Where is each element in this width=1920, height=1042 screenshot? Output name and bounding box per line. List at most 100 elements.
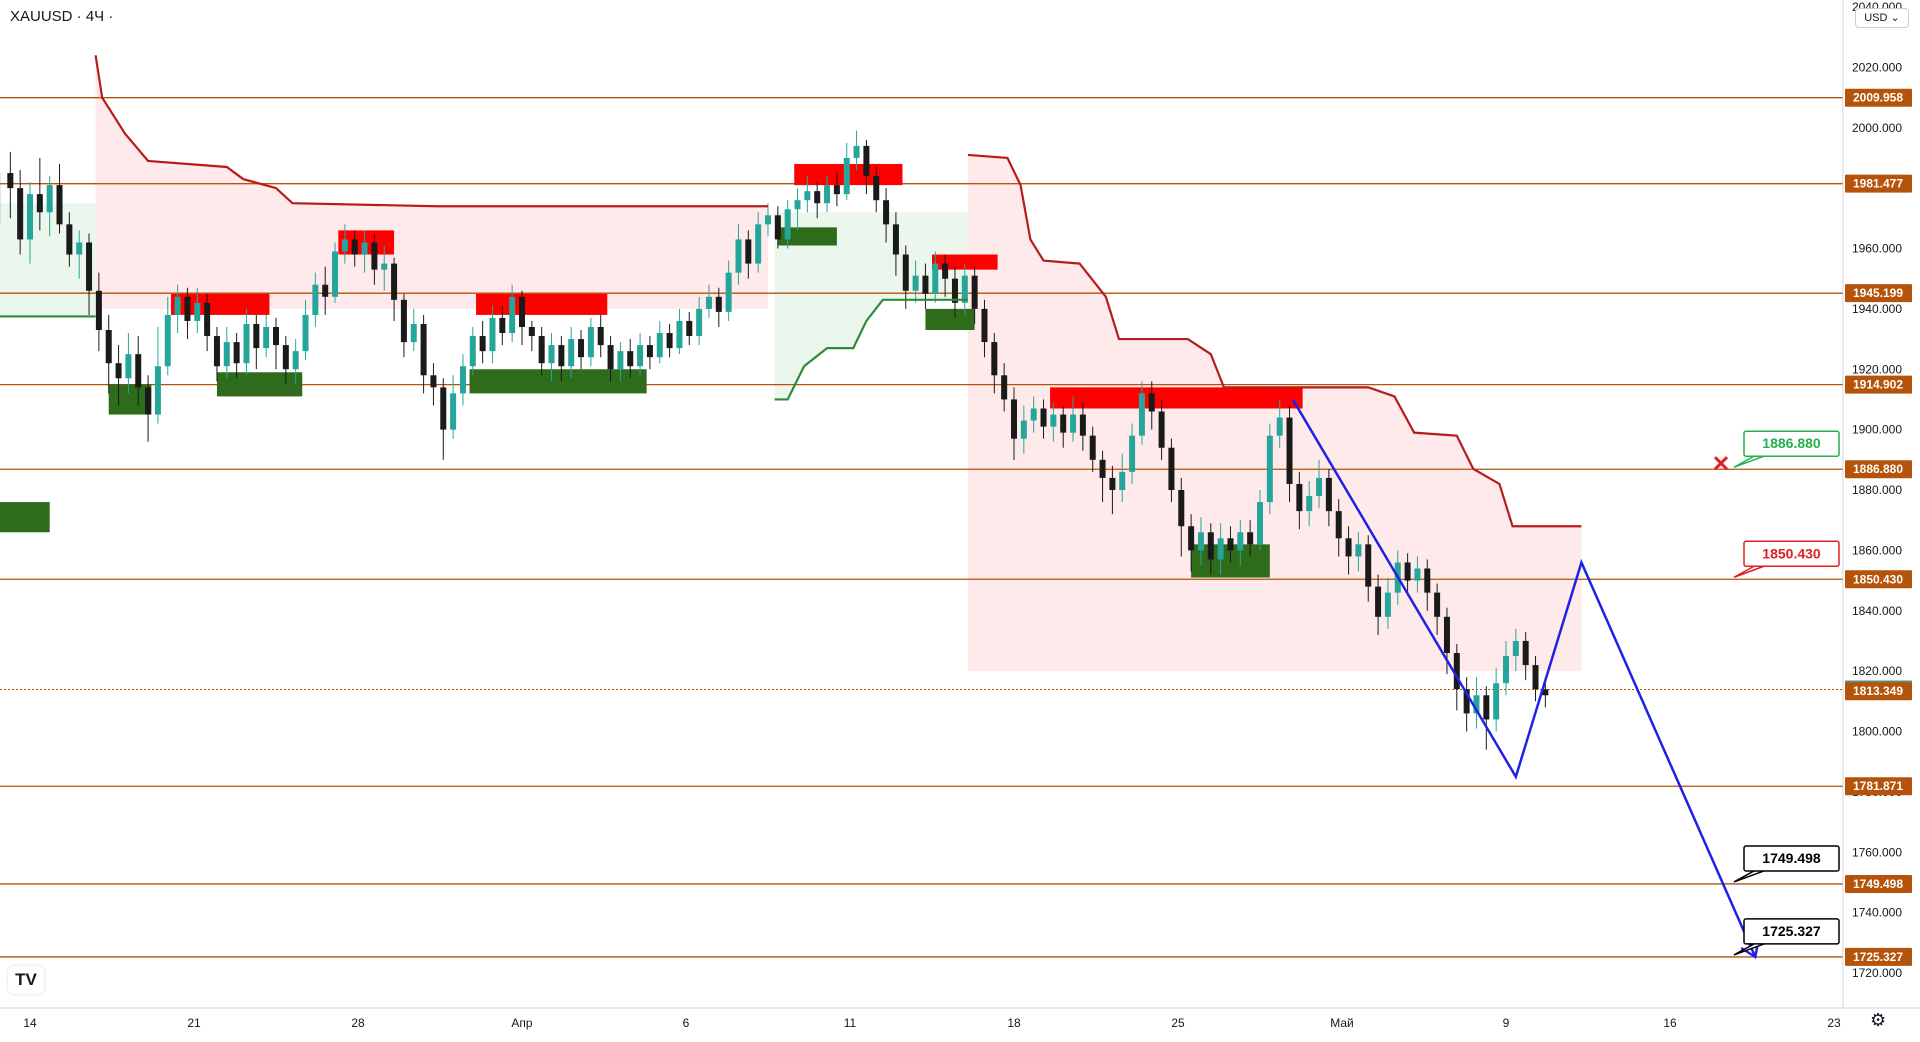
- candle-body: [676, 320, 683, 349]
- callout-pointer: [1733, 870, 1765, 883]
- candle-body: [332, 251, 339, 297]
- candle-body: [1011, 399, 1017, 439]
- candle-body: [637, 345, 644, 367]
- candle-body: [105, 330, 112, 364]
- last-close-tag-bg: [1845, 682, 1912, 701]
- level-tag-5-bg: [1845, 570, 1912, 589]
- candle-body: [942, 263, 949, 279]
- candle: [312, 272, 319, 327]
- candle-body: [1079, 414, 1086, 436]
- candle: [46, 176, 53, 237]
- candle: [597, 314, 604, 358]
- candle-body: [469, 336, 476, 367]
- candle: [637, 333, 644, 376]
- candle: [1443, 607, 1450, 675]
- candle: [765, 203, 771, 237]
- supertrend-fill-up-1: [0, 203, 96, 317]
- tradingview-logo-icon[interactable]: TV: [8, 966, 44, 994]
- price-axis-background: [1843, 0, 1920, 1042]
- candle: [1129, 423, 1136, 484]
- level-tag-7: 1749.498: [1853, 877, 1903, 891]
- time-tick-label: 18: [1007, 1016, 1021, 1030]
- candle: [282, 336, 289, 385]
- callout-box: [1743, 430, 1840, 457]
- supertrend-fill-up-2: [774, 212, 969, 400]
- candle-body: [204, 302, 211, 337]
- candle: [332, 242, 339, 303]
- candle-body: [1493, 683, 1500, 720]
- candle-body: [1178, 490, 1185, 527]
- callout-pointer: [1733, 943, 1765, 956]
- candle-body: [194, 302, 201, 321]
- gear-icon[interactable]: ⚙: [1870, 1010, 1887, 1030]
- candle: [666, 323, 673, 358]
- candle-body: [1050, 414, 1057, 427]
- candle-body: [17, 188, 24, 240]
- candle-body: [1463, 689, 1470, 714]
- level-tag-5: 1850.430: [1853, 572, 1903, 586]
- candle-body: [174, 296, 181, 315]
- candle: [135, 336, 142, 406]
- demand-zone-3: [469, 369, 647, 394]
- candle-body: [558, 345, 565, 367]
- candle-body: [873, 176, 880, 201]
- candle-body: [1404, 562, 1411, 581]
- candle: [1335, 499, 1342, 557]
- time-tick-label: Май: [1330, 1016, 1354, 1030]
- candle: [873, 166, 880, 213]
- candle-body: [273, 326, 279, 346]
- candle: [558, 336, 565, 382]
- candle-body: [951, 278, 958, 303]
- level-tag-3: 1914.902: [1853, 378, 1903, 392]
- price-tick-label: 1900.000: [1852, 423, 1902, 437]
- symbol-label[interactable]: XAUUSD · 4Ч ·: [10, 8, 114, 25]
- candle: [1011, 387, 1017, 460]
- candle: [1463, 677, 1470, 732]
- candle-body: [115, 363, 122, 379]
- candle: [243, 308, 250, 376]
- candle: [902, 245, 909, 309]
- candle-body: [961, 275, 968, 303]
- candle-body: [371, 242, 378, 270]
- candle-body: [587, 326, 594, 358]
- candle: [804, 176, 811, 213]
- currency-dropdown[interactable]: USD ⌄: [1855, 8, 1909, 28]
- candle-body: [1089, 435, 1096, 460]
- candle: [1178, 477, 1185, 557]
- candle: [578, 330, 585, 370]
- demand-zone-2: [216, 372, 303, 397]
- candle: [400, 293, 407, 358]
- level-tag-6-bg: [1845, 777, 1912, 796]
- candle-body: [1345, 538, 1352, 557]
- candle: [164, 296, 171, 376]
- candle-body: [1512, 640, 1519, 657]
- candle-body: [243, 323, 250, 364]
- supertrend-line-down-1: [94, 55, 768, 208]
- supertrend-line-down-2: [967, 153, 1582, 528]
- price-tick-label: 1720.000: [1852, 966, 1902, 980]
- candle: [538, 326, 545, 376]
- candle: [1414, 556, 1421, 593]
- candle: [1345, 526, 1352, 575]
- candle-body: [302, 314, 309, 352]
- candle: [656, 320, 663, 364]
- candle: [36, 157, 43, 231]
- candle: [1109, 465, 1116, 515]
- level-tag-7-bg: [1845, 874, 1912, 893]
- candle-body: [578, 339, 585, 358]
- candle: [991, 333, 998, 394]
- candle-body: [705, 296, 712, 309]
- candle-body: [1266, 435, 1273, 503]
- supply-zone-2: [476, 293, 608, 315]
- candle: [1473, 677, 1480, 729]
- candle: [1070, 396, 1077, 442]
- cancel-x-icon: [1713, 456, 1729, 471]
- candle-body: [922, 275, 929, 294]
- supertrend-line-up-2: [774, 298, 969, 401]
- candle-body: [223, 342, 230, 367]
- price-tick-label: 1740.000: [1852, 906, 1902, 920]
- candle-body: [430, 375, 437, 388]
- candle-body: [1365, 544, 1372, 587]
- candle: [1079, 402, 1086, 451]
